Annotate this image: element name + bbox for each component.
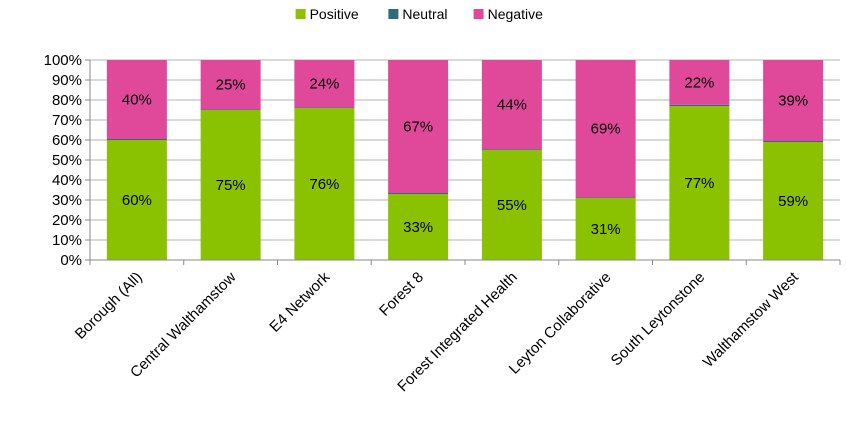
data-label-negative: 25% [216,77,246,94]
y-axis: 0% 10% 20% 30% 40% 50% 60% 70% 80% 90% 100% [44,52,91,269]
data-label-positive: 77% [684,175,714,192]
bar-positive [763,142,824,260]
data-label-negative: 39% [778,93,808,110]
data-labels: 60% 40% 75% 25% 76% 24% 33% 67% 55% 44% 31% 69% 77% 2… [122,74,808,238]
bar-positive [388,194,449,260]
legend-swatch-negative [473,9,484,19]
bar-negative [388,60,449,193]
bar-negative [763,60,824,141]
data-label-positive: 55% [497,197,527,214]
bar-neutral [481,149,542,150]
y-tick-label: 0% [60,252,82,269]
legend-label-positive: Positive [310,6,359,22]
bar-positive [294,108,355,260]
y-tick-label: 20% [52,212,82,229]
bar-positive [200,110,261,260]
data-label-negative: 67% [403,119,433,136]
data-label-negative: 69% [591,121,621,138]
legend-label-negative: Negative [488,6,543,22]
bar-positive [575,198,636,260]
legend: Positive Neutral Negative [295,6,543,22]
x-tick-label: South Leytonstone [608,269,708,369]
legend-swatch-neutral [388,9,399,19]
legend-label-neutral: Neutral [402,6,447,22]
data-label-positive: 33% [403,219,433,236]
data-label-positive: 76% [309,176,339,193]
bar-neutral [294,107,355,108]
x-axis: Borough (All)Central Walthamstow E4 Netwo… [72,259,841,395]
y-tick-label: 50% [52,152,82,169]
x-tick-label: Walthamstow West [700,268,803,371]
bar-neutral [669,104,730,106]
data-label-positive: 59% [778,193,808,210]
x-tick-label: Central Walthamstow [127,269,240,382]
x-tick-label: E4 Network [266,268,333,335]
data-label-negative: 44% [497,97,527,114]
y-tick-label: 30% [52,192,82,209]
bar-negative [200,60,261,110]
bar-negative [106,60,167,139]
bar-neutral [763,141,824,142]
x-tick-label: Forest 8 [376,269,427,320]
data-label-positive: 75% [216,177,246,194]
data-label-positive: 31% [591,221,621,238]
bar-positive [481,150,542,260]
data-label-negative: 22% [684,74,714,91]
y-tick-label: 90% [52,72,82,89]
y-tick-label: 40% [52,172,82,189]
bar-positive [106,140,167,260]
bar-neutral [106,139,167,140]
y-tick-label: 70% [52,112,82,129]
bar-negative [575,60,636,198]
bar-negative [481,60,542,150]
data-label-positive: 60% [122,192,152,209]
bars [106,60,824,260]
x-tick-label: Borough (All) [72,269,146,343]
y-tick-label: 60% [52,132,82,149]
y-tick-label: 80% [52,92,82,109]
data-label-negative: 40% [122,92,152,109]
bar-neutral [388,193,449,194]
bar-neutral [575,197,636,198]
bar-negative [294,60,355,108]
y-tick-label: 10% [52,232,82,249]
bar-positive [669,106,730,260]
bar-negative [669,60,730,105]
legend-swatch-positive [295,9,306,19]
x-tick-label: Leyton Collaborative [506,269,615,378]
y-tick-label: 100% [44,52,82,69]
data-label-negative: 24% [309,76,339,93]
bar-neutral [200,109,261,110]
